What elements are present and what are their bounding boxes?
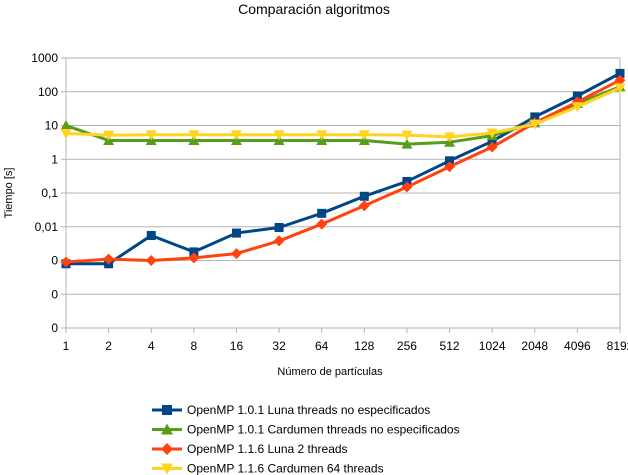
- data-point: [572, 91, 582, 101]
- data-point: [316, 218, 328, 230]
- y-tick-label: 100: [38, 85, 58, 99]
- data-point: [571, 102, 583, 113]
- data-point: [103, 130, 115, 141]
- data-point: [402, 176, 412, 186]
- data-point: [60, 120, 72, 130]
- data-point: [273, 235, 285, 247]
- data-point: [189, 247, 199, 257]
- legend: OpenMP 1.0.1 Luna threads no especificad…: [152, 403, 460, 475]
- data-point: [487, 136, 497, 146]
- data-point: [486, 141, 498, 153]
- x-tick-labels: 1 2 4 8 16 32 64 128 256 512 1024 2048 4096 8192: [63, 339, 628, 353]
- data-point: [401, 138, 413, 149]
- data-point: [230, 130, 242, 141]
- legend-item: OpenMP 1.1.6 Luna 2 threads: [152, 442, 348, 456]
- data-point: [188, 252, 200, 264]
- data-point: [401, 130, 413, 141]
- data-point: [103, 253, 115, 265]
- data-point: [358, 130, 370, 141]
- legend-marker: [162, 405, 172, 415]
- series-4: [60, 83, 626, 143]
- x-tick-label: 1024: [479, 339, 506, 353]
- x-axis-label: Número de partículas: [277, 366, 383, 378]
- legend-item: OpenMP 1.0.1 Luna threads no especificad…: [152, 403, 430, 417]
- legend-marker: [161, 463, 173, 475]
- legend-item: OpenMP 1.1.6 Cardumen 64 threads: [152, 462, 384, 475]
- series-line: [66, 72, 621, 266]
- data-point: [188, 130, 200, 141]
- data-point: [359, 191, 369, 201]
- data-point: [530, 112, 540, 122]
- data-point: [274, 223, 284, 233]
- data-point: [614, 74, 626, 86]
- y-axis-label: Tiempo [s]: [3, 168, 15, 219]
- data-point: [60, 128, 72, 139]
- x-tick-label: 256: [397, 339, 417, 353]
- data-point: [444, 132, 456, 143]
- grid: [61, 57, 620, 329]
- data-point: [145, 255, 157, 266]
- data-point: [358, 200, 370, 212]
- y-tick-label: 1000: [31, 51, 58, 65]
- x-tick-label: 64: [315, 339, 329, 353]
- data-point: [273, 130, 285, 141]
- data-point: [444, 161, 456, 173]
- y-tick-label: 0: [51, 321, 58, 335]
- data-point: [614, 83, 626, 94]
- x-tick-label: 128: [354, 339, 374, 353]
- data-point: [317, 208, 327, 218]
- chart-title: Comparación algoritmos: [238, 1, 390, 17]
- data-point: [316, 130, 328, 141]
- y-tick-labels: 0 0 0 0,01 0,1 1 10 100 1000: [31, 51, 58, 335]
- data-point: [231, 228, 241, 238]
- data-point: [401, 181, 413, 193]
- series-line: [65, 86, 621, 139]
- data-point: [145, 130, 157, 141]
- legend-label: OpenMP 1.1.6 Luna 2 threads: [187, 442, 348, 456]
- x-tick-label: 1: [63, 339, 70, 353]
- y-tick-label: 1: [51, 152, 58, 166]
- x-tick-label: 16: [230, 339, 244, 353]
- data-point: [230, 248, 242, 260]
- legend-marker: [161, 443, 173, 455]
- data-point: [529, 119, 541, 130]
- x-tick-label: 8: [191, 339, 198, 353]
- y-tick-label: 0: [51, 287, 58, 301]
- data-point: [615, 68, 625, 78]
- y-tick-label: 0,01: [35, 220, 59, 234]
- x-tick-label: 2: [105, 339, 112, 353]
- data-point: [445, 156, 455, 166]
- data-point: [146, 231, 156, 241]
- x-tick-label: 4: [148, 339, 155, 353]
- data-point: [486, 128, 498, 139]
- y-tick-label: 10: [45, 119, 59, 133]
- legend-item: OpenMP 1.0.1 Cardumen threads no especif…: [152, 423, 460, 437]
- data-point: [60, 256, 72, 268]
- x-tick-label: 2048: [521, 339, 548, 353]
- y-tick-label: 0,1: [41, 186, 58, 200]
- series-group: [60, 68, 626, 269]
- legend-marker: [161, 423, 173, 435]
- x-tick-label: 512: [440, 339, 460, 353]
- x-tick-label: 8192: [607, 339, 628, 353]
- x-tick-label: 32: [272, 339, 286, 353]
- series-1: [61, 68, 625, 269]
- x-tick-label: 4096: [564, 339, 591, 353]
- legend-label: OpenMP 1.0.1 Cardumen threads no especif…: [187, 423, 460, 437]
- legend-label: OpenMP 1.1.6 Cardumen 64 threads: [187, 462, 384, 475]
- axes: [65, 58, 621, 333]
- y-tick-label: 0: [51, 254, 58, 268]
- legend-label: OpenMP 1.0.1 Luna threads no especificad…: [187, 403, 430, 417]
